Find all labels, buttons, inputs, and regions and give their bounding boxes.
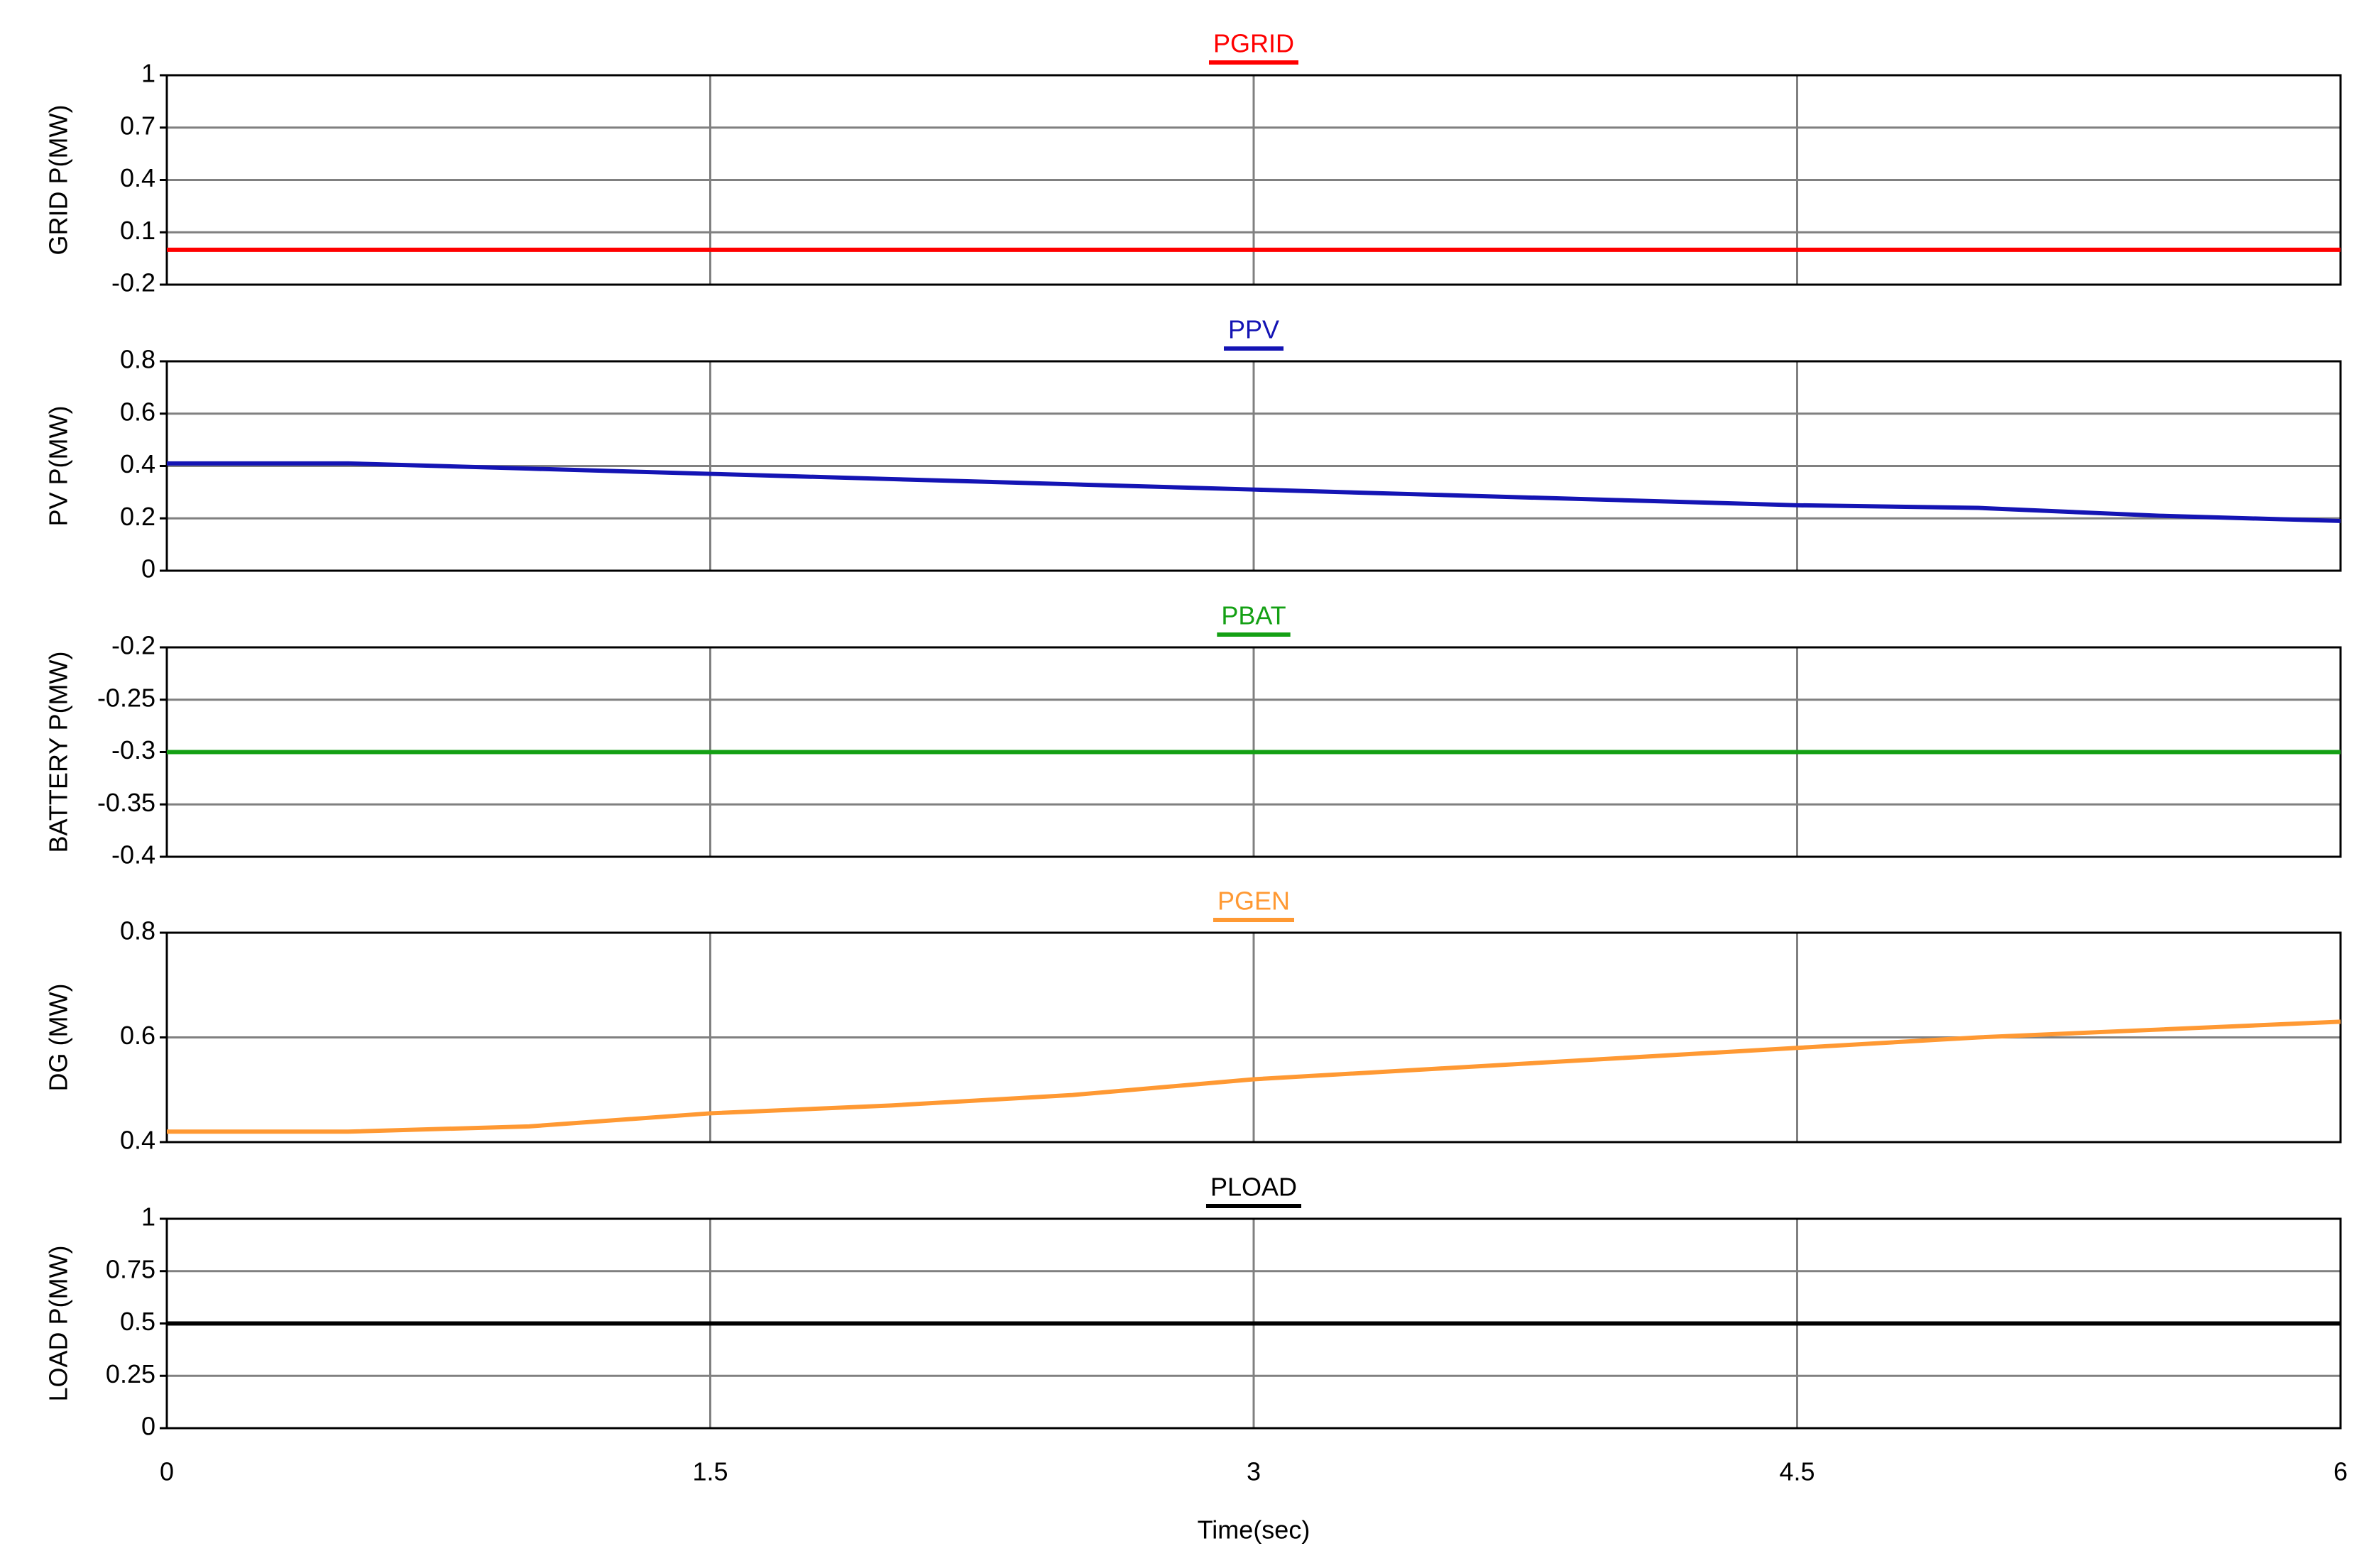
- data-line: [167, 1019, 2341, 1134]
- y-tick-label: 0: [141, 1412, 155, 1441]
- series-title: PLOAD: [1210, 1173, 1297, 1202]
- x-tick-label: 3: [1247, 1457, 1261, 1486]
- y-axis-label: PV P(MW): [44, 406, 73, 527]
- data-line: [167, 461, 2341, 523]
- y-tick-label: 0.4: [120, 449, 155, 478]
- y-axis-label: BATTERY P(MW): [44, 651, 73, 852]
- y-tick-label: 0.25: [106, 1359, 155, 1388]
- y-tick-label: -0.2: [111, 631, 155, 660]
- y-tick-label: 0.6: [120, 1021, 155, 1050]
- y-tick-label: 0.4: [120, 1126, 155, 1155]
- y-tick-label: -0.2: [111, 268, 155, 297]
- y-tick-label: 0.75: [106, 1254, 155, 1283]
- x-tick-label: 4.5: [1779, 1457, 1815, 1486]
- x-axis-label: Time(sec): [1198, 1515, 1310, 1545]
- y-tick-label: 1: [141, 1202, 155, 1232]
- y-tick-label: 0.1: [120, 216, 155, 245]
- y-tick-label: 0.8: [120, 916, 155, 945]
- series-title: PGEN: [1217, 887, 1290, 916]
- y-tick-label: 0.8: [120, 345, 155, 374]
- y-axis-label: GRID P(MW): [44, 105, 73, 256]
- y-tick-label: 0.4: [120, 163, 155, 192]
- series-title: PGRID: [1213, 29, 1294, 58]
- series-title: PPV: [1228, 315, 1279, 344]
- y-tick-label: 0.5: [120, 1307, 155, 1336]
- y-tick-label: 1: [141, 59, 155, 88]
- plot-frame: [165, 74, 2342, 286]
- y-tick-label: 0.6: [120, 397, 155, 426]
- y-tick-label: 0.2: [120, 502, 155, 531]
- y-axis-label: LOAD P(MW): [44, 1246, 73, 1402]
- y-tick-label: 0.7: [120, 111, 155, 140]
- y-tick-label: -0.25: [97, 683, 155, 712]
- y-tick-label: 0: [141, 554, 155, 583]
- y-tick-label: -0.4: [111, 840, 155, 870]
- plot-frame: [165, 931, 2342, 1144]
- x-tick-label: 0: [160, 1457, 174, 1486]
- y-axis-label: DG (MW): [44, 984, 73, 1092]
- series-title: PBAT: [1221, 601, 1286, 630]
- x-tick-label: 6: [2333, 1457, 2348, 1486]
- x-tick-label: 1.5: [692, 1457, 728, 1486]
- y-tick-label: -0.3: [111, 735, 155, 764]
- plot-frame: [165, 360, 2342, 572]
- y-tick-label: -0.35: [97, 788, 155, 817]
